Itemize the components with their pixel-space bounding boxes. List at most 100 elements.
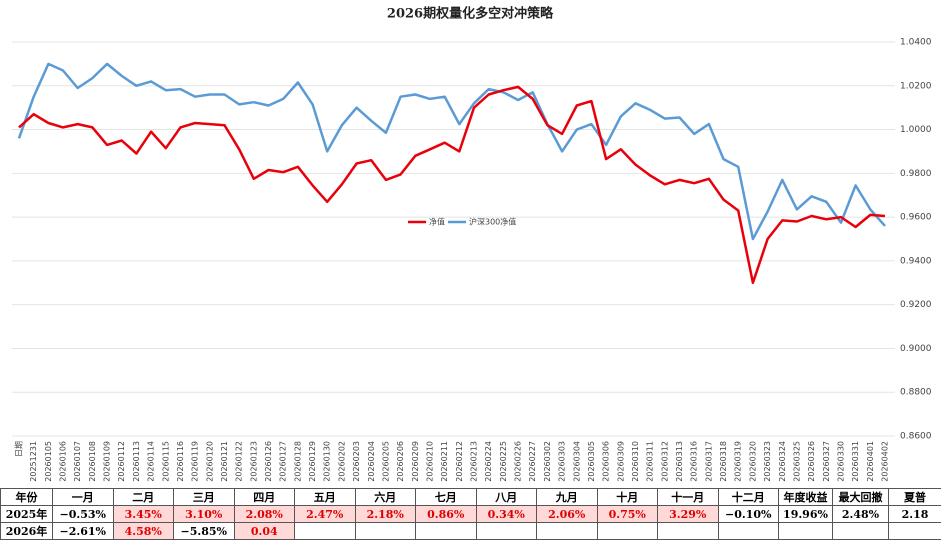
table-cell: 年份 <box>1 489 53 506</box>
x-tick-label: 20260127 <box>279 441 288 482</box>
table-cell <box>295 523 356 540</box>
x-tick-label: 20260205 <box>381 441 390 482</box>
x-tick-label: 20260210 <box>425 441 434 482</box>
x-tick-label: 20260202 <box>337 441 346 482</box>
table-cell: 2.08% <box>234 506 295 523</box>
table-cell: 二月 <box>113 489 174 506</box>
legend-label: 净值 <box>429 217 445 227</box>
table-cell <box>476 523 537 540</box>
table-cell: 2.48% <box>833 506 889 523</box>
table-cell: 十一月 <box>658 489 719 506</box>
table-cell: 0.34% <box>476 506 537 523</box>
y-tick-label: 1.0400 <box>900 38 932 48</box>
x-tick-label: 20260116 <box>176 441 185 482</box>
x-tick-label: 20260305 <box>587 441 596 482</box>
x-tick-label: 20260226 <box>514 441 523 482</box>
x-tick-label: 20260114 <box>147 441 156 482</box>
x-tick-label: 20260319 <box>734 441 743 482</box>
x-tick-label: 20260324 <box>778 441 787 482</box>
y-tick-label: 0.9600 <box>900 213 932 223</box>
table-cell <box>889 523 941 540</box>
table-cell: −2.61% <box>53 523 114 540</box>
y-tick-label: 0.8800 <box>900 388 932 398</box>
y-tick-label: 0.9800 <box>900 169 932 179</box>
x-tick-label: 20260107 <box>73 441 82 482</box>
x-tick-label: 日期 <box>15 441 24 457</box>
x-tick-label: 20260126 <box>264 441 273 482</box>
x-tick-label: 20260112 <box>117 441 126 482</box>
table-cell: 2.06% <box>537 506 598 523</box>
table-cell: 0.86% <box>416 506 477 523</box>
y-tick-label: 1.0200 <box>900 81 932 91</box>
x-tick-label: 20260317 <box>704 441 713 482</box>
x-tick-label: 20260203 <box>352 441 361 482</box>
x-tick-label: 20260212 <box>455 441 464 482</box>
chart: 2026期权量化多空对冲策略 0.86000.88000.90000.92000… <box>0 0 941 488</box>
series-line <box>19 87 885 283</box>
x-tick-label: 20260318 <box>719 441 728 482</box>
x-tick-label: 20260108 <box>88 441 97 482</box>
table-cell: 十月 <box>597 489 658 506</box>
table-cell: 年度收益 <box>779 489 833 506</box>
table-cell: 四月 <box>234 489 295 506</box>
x-tick-label: 20260122 <box>235 441 244 482</box>
x-tick-label: 20260105 <box>44 441 53 482</box>
x-tick-label: 20260320 <box>748 441 757 482</box>
table-row: 2025年−0.53%3.45%3.10%2.08%2.47%2.18%0.86… <box>1 506 941 523</box>
x-tick-label: 20260323 <box>763 441 772 482</box>
table-cell: 一月 <box>53 489 114 506</box>
legend-label: 沪深300净值 <box>469 217 516 227</box>
x-tick-label: 20260204 <box>367 441 376 482</box>
x-tick-label: 20260121 <box>220 441 229 482</box>
table-cell: 0.04 <box>234 523 295 540</box>
series-line <box>19 64 885 239</box>
table-cell: 五月 <box>295 489 356 506</box>
x-tick-label: 20260327 <box>822 441 831 482</box>
table-cell: 0.75% <box>597 506 658 523</box>
x-tick-label: 20260113 <box>132 441 141 482</box>
table-cell: −0.53% <box>53 506 114 523</box>
x-tick-label: 20260402 <box>881 441 890 482</box>
table-cell <box>416 523 477 540</box>
x-tick-label: 20260213 <box>470 441 479 482</box>
table-cell: 六月 <box>355 489 416 506</box>
table-cell: 十二月 <box>718 489 779 506</box>
x-tick-label: 20260211 <box>440 441 449 482</box>
x-tick-label: 20260401 <box>866 441 875 482</box>
x-tick-label: 20260311 <box>646 441 655 482</box>
table-cell: 三月 <box>174 489 235 506</box>
x-tick-label: 20260330 <box>836 441 845 482</box>
x-tick-label: 20260303 <box>558 441 567 482</box>
x-tick-label: 20260302 <box>543 441 552 482</box>
x-tick-label: 20260224 <box>484 441 493 482</box>
table-cell: 夏普 <box>889 489 941 506</box>
table-cell: 19.96% <box>779 506 833 523</box>
table-row: 2026年−2.61%4.58%−5.85%0.04 <box>1 523 941 540</box>
table-cell: −5.85% <box>174 523 235 540</box>
x-tick-label: 20260326 <box>807 441 816 482</box>
table-cell <box>537 523 598 540</box>
x-tick-label: 20260306 <box>602 441 611 482</box>
y-tick-label: 0.9200 <box>900 300 932 310</box>
x-tick-label: 20260325 <box>792 441 801 482</box>
x-tick-label: 20260316 <box>690 441 699 482</box>
table-cell: 九月 <box>537 489 598 506</box>
table-cell: −0.10% <box>718 506 779 523</box>
x-tick-label: 20260331 <box>851 441 860 482</box>
table-cell: 3.29% <box>658 506 719 523</box>
x-tick-label: 20260310 <box>631 441 640 482</box>
table-cell: 最大回撤 <box>833 489 889 506</box>
table-row: 年份一月二月三月四月五月六月七月八月九月十月十一月十二月年度收益最大回撤夏普 <box>1 489 941 506</box>
table-cell: 2026年 <box>1 523 53 540</box>
table-cell: 2.18 <box>889 506 941 523</box>
y-tick-label: 1.0000 <box>900 125 932 135</box>
table-cell: 2.47% <box>295 506 356 523</box>
table-cell <box>833 523 889 540</box>
x-tick-label: 20260115 <box>161 441 170 482</box>
x-tick-label: 20260206 <box>396 441 405 482</box>
table-cell: 八月 <box>476 489 537 506</box>
x-tick-label: 20260313 <box>675 441 684 482</box>
x-tick-label: 20260309 <box>616 441 625 482</box>
x-tick-label: 20260225 <box>499 441 508 482</box>
